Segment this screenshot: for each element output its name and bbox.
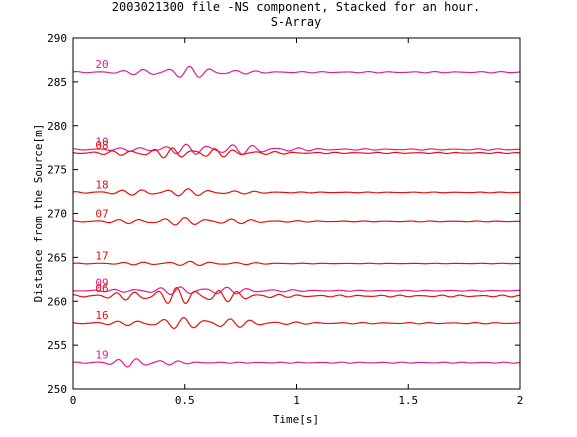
y-tick-label: 280 — [47, 120, 67, 133]
trace-line-09 — [72, 286, 521, 296]
trace-label-10: 10 — [95, 135, 108, 148]
trace-line-19 — [72, 358, 521, 368]
trace-label-08: 08 — [95, 139, 108, 152]
y-tick-label: 290 — [47, 32, 67, 45]
x-tick-label: 2 — [517, 394, 524, 407]
trace-line-16 — [72, 316, 521, 329]
x-tick-label: 1 — [293, 394, 300, 407]
trace-label-09: 09 — [95, 277, 108, 290]
trace-line-08 — [72, 147, 521, 159]
trace-label-16: 16 — [95, 309, 108, 322]
trace-label-06: 06 — [95, 282, 108, 295]
trace-line-10 — [72, 143, 521, 155]
y-tick-label: 260 — [47, 295, 67, 308]
x-axis-label: Time[s] — [273, 413, 319, 426]
y-tick-label: 265 — [47, 251, 67, 264]
x-tick-label: 0 — [70, 394, 77, 407]
y-tick-label: 285 — [47, 76, 67, 89]
chart-subtitle: S-Array — [271, 15, 322, 29]
trace-line-06 — [72, 286, 521, 305]
x-tick-label: 0.5 — [175, 394, 195, 407]
y-tick-label: 275 — [47, 164, 67, 177]
y-tick-label: 250 — [47, 383, 67, 396]
trace-label-18: 18 — [95, 178, 108, 191]
y-tick-label: 255 — [47, 339, 67, 352]
y-axis-ticks: 250 255 260 265 270 275 280 285 290 — [47, 32, 520, 396]
chart-title: 2003021300 file -NS component, Stacked f… — [112, 0, 480, 14]
trace-label-07: 07 — [95, 207, 108, 220]
x-axis-ticks: 0 0.5 1 1.5 2 — [70, 38, 524, 407]
plot-frame — [72, 37, 521, 390]
trace-line-17 — [72, 260, 521, 267]
y-tick-label: 270 — [47, 208, 67, 221]
trace-line-07 — [72, 217, 521, 226]
y-axis-label: Distance from the Source[m] — [32, 124, 45, 303]
trace-label-19: 19 — [95, 349, 108, 362]
trace-label-17: 17 — [95, 250, 108, 263]
trace-line-18 — [72, 188, 521, 197]
x-tick-label: 1.5 — [398, 394, 418, 407]
trace-line-20 — [72, 65, 521, 78]
trace-label-20: 20 — [95, 58, 108, 71]
